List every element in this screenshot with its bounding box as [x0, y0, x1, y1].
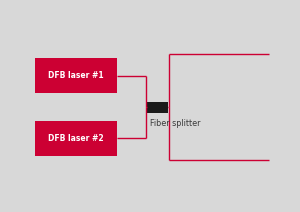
- Text: Fiber splitter: Fiber splitter: [150, 119, 200, 128]
- Text: DFB laser #1: DFB laser #1: [48, 71, 104, 80]
- FancyBboxPatch shape: [34, 58, 117, 93]
- Bar: [147, 102, 168, 113]
- Text: DFB laser #2: DFB laser #2: [48, 134, 104, 143]
- FancyBboxPatch shape: [34, 121, 117, 156]
